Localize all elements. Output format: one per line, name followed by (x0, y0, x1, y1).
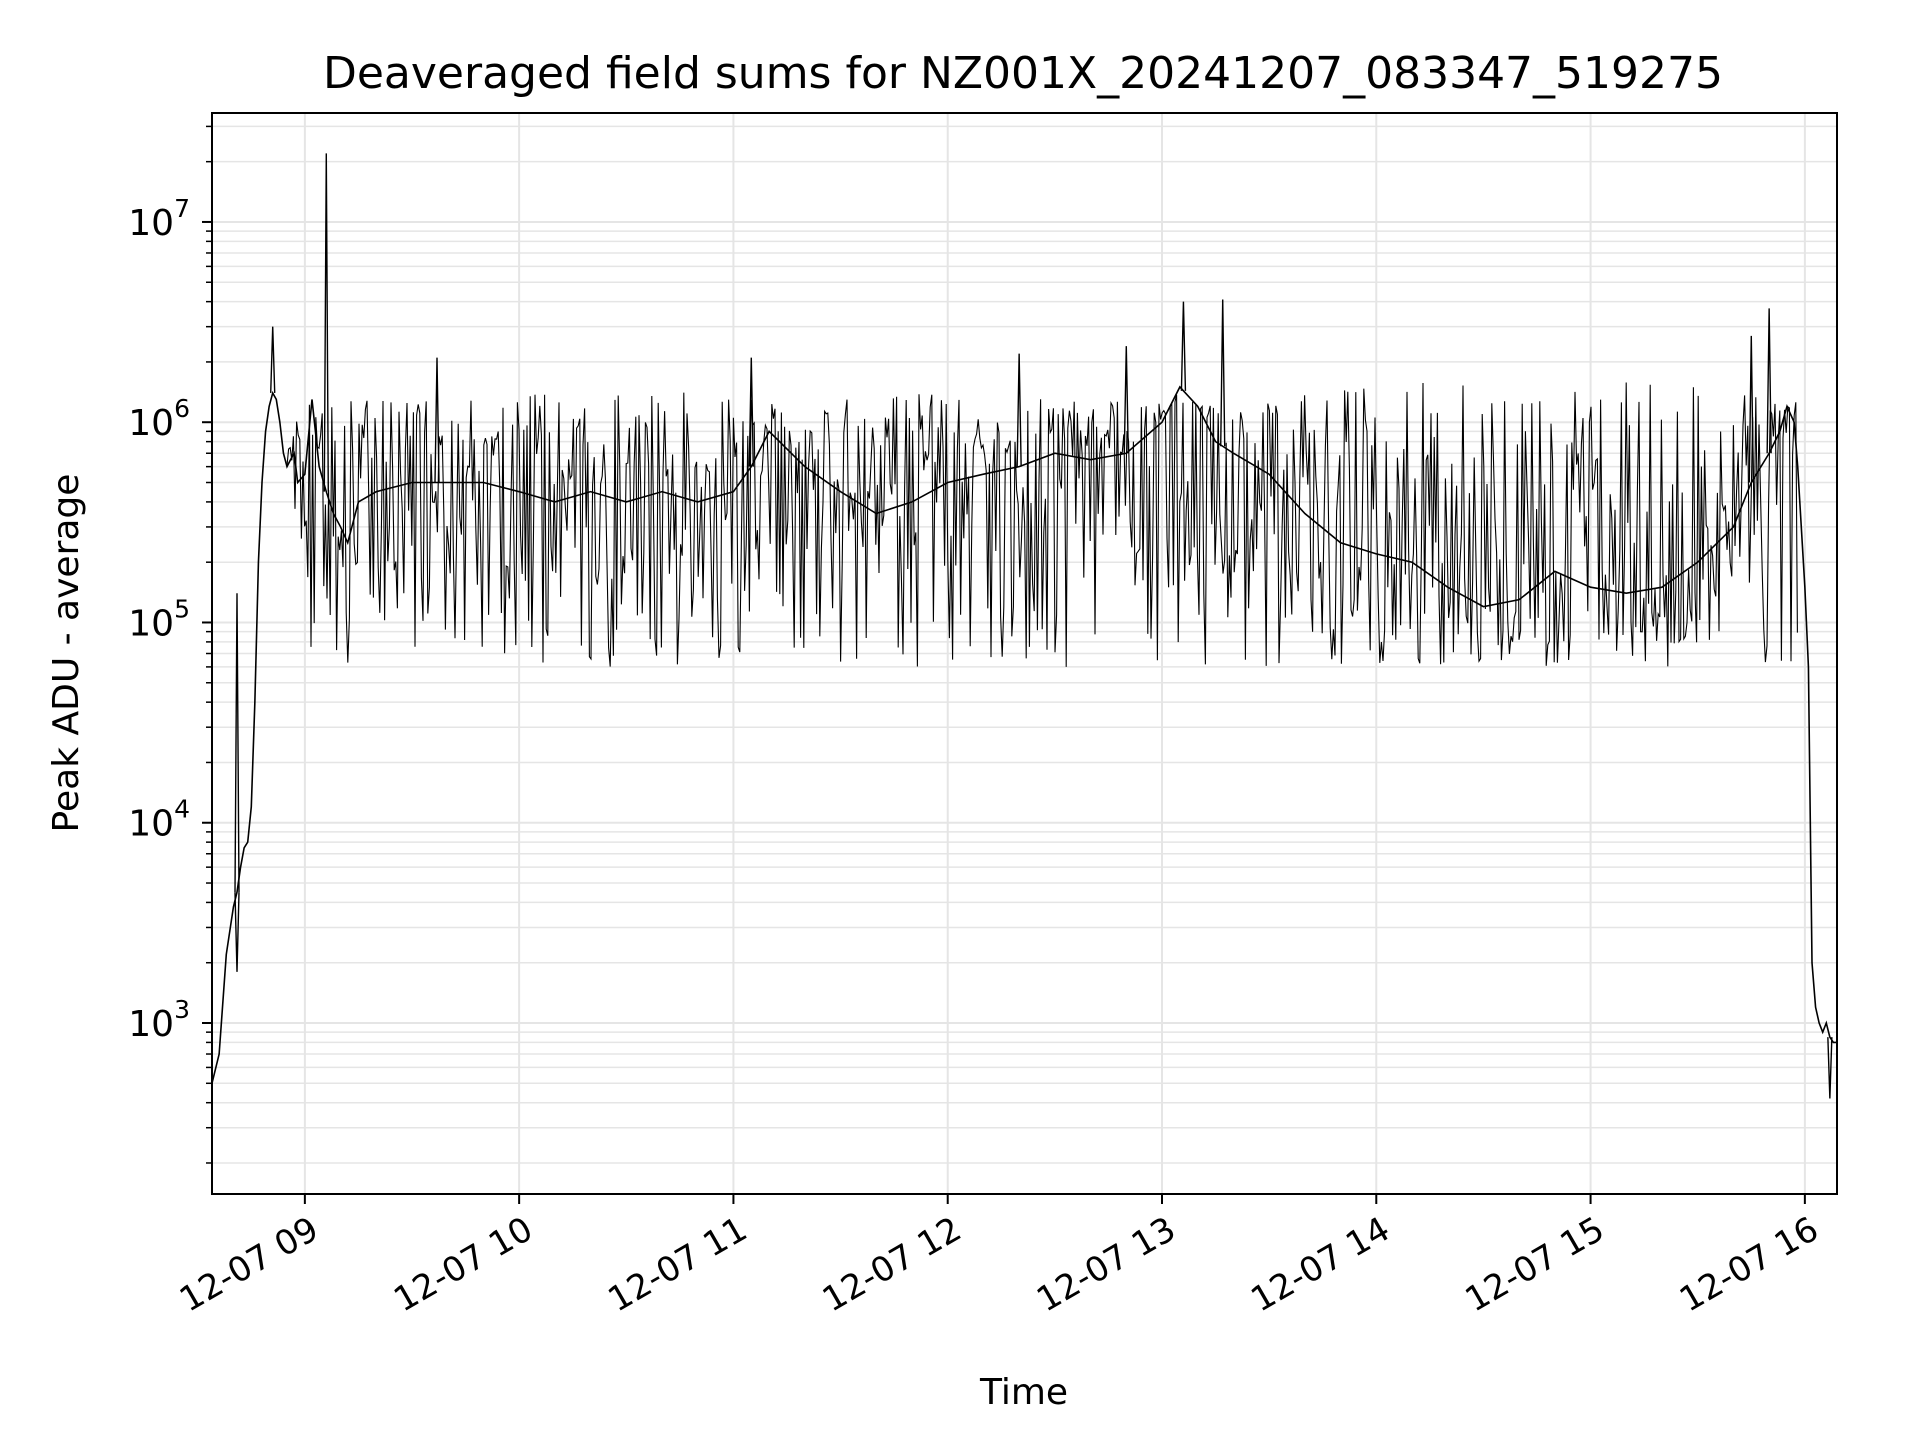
series-layer (211, 153, 1837, 1099)
series-spike (234, 892, 240, 972)
series-spike (270, 326, 276, 393)
y-tick-label: 103 (128, 995, 190, 1045)
series-spike (1766, 308, 1772, 454)
y-tick-label: 104 (128, 795, 190, 845)
x-axis-label: Time (979, 1372, 1068, 1413)
grid-minor (212, 125, 1837, 1164)
series-spike (748, 357, 754, 467)
series-noise-trace (286, 382, 1798, 667)
y-axis: 103 104 105 106 107 (128, 125, 212, 1164)
y-tick-label: 105 (128, 594, 190, 644)
series-spike (1748, 335, 1754, 483)
series-spike (1220, 299, 1226, 447)
series-spike (323, 153, 329, 492)
series-spike (1123, 346, 1129, 454)
y-tick-label: 107 (128, 194, 190, 244)
chart-title: Deaveraged field sums for NZ001X_2024120… (323, 48, 1723, 99)
series-spike (1016, 353, 1022, 467)
series-spike (234, 593, 240, 893)
grid-major (303, 113, 1806, 1194)
series-spike (1827, 1037, 1833, 1099)
series-spike (434, 357, 440, 483)
series-spike (1180, 301, 1187, 391)
y-tick-label: 106 (128, 394, 190, 444)
series-line (211, 385, 1837, 1084)
y-axis-label: Peak ADU - average (46, 474, 87, 833)
